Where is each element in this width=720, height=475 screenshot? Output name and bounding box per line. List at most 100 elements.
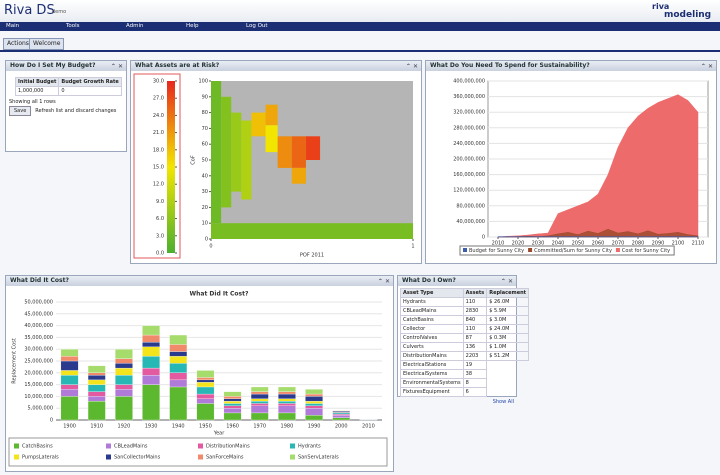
bar-segment [223, 405, 242, 409]
row: ElectricalSystems 38 [400, 369, 529, 379]
cell[interactable]: 1,000,000 [14, 86, 60, 96]
heat-cell [221, 96, 232, 208]
legend-swatch [528, 248, 533, 252]
bar-segment [60, 375, 79, 385]
bar-segment [223, 398, 242, 402]
bar-segment [250, 403, 269, 406]
bar-segment [305, 408, 323, 416]
status-text: Showing all 1 rows [9, 99, 56, 105]
row: EnvironmentalSystems 8 [400, 378, 529, 388]
bar-segment [332, 415, 351, 418]
bar-segment [223, 391, 242, 397]
x-tick-label: 2000 [335, 424, 348, 430]
bar-segment [142, 356, 160, 369]
bar-segment [278, 412, 296, 421]
bar-segment [115, 396, 133, 421]
tab[interactable]: Welcome [29, 38, 65, 50]
cell: ElectricalStations [400, 360, 464, 370]
header: Riva DS demo riva modeling [0, 0, 720, 22]
x-tick-label: 2020 [512, 241, 525, 247]
colorbar-tick-label: 15.0 [153, 165, 164, 171]
bar-segment [305, 403, 323, 406]
nav-item[interactable]: Main [6, 23, 20, 29]
y-tick-label: 40,000,000 [24, 323, 53, 329]
bar-segment [305, 415, 323, 421]
row: ControlValves 87 $ 0.3M [400, 333, 530, 343]
nav-item[interactable]: Admin [126, 23, 144, 29]
own-panel: What Do I Own? ⌃ ✕ Asset Type Assets Replac… [397, 275, 530, 405]
bar-segment [223, 396, 242, 399]
show-all-link[interactable]: Show All [492, 399, 514, 405]
cell: $ 1.0M [486, 342, 530, 352]
bar-segment [250, 398, 269, 402]
nav-item[interactable]: Help [186, 23, 199, 29]
bar-segment [87, 379, 106, 385]
bar-segment [305, 393, 323, 397]
x-tick-label: 1920 [118, 424, 131, 430]
budget-table: Initial Budget Budget Growth Rate 1,000,00… [14, 77, 122, 96]
row: CBLeadMains 2830 $ 5.9M [400, 306, 530, 316]
panel-title: What Do You Need To Spend for Sustainabi… [426, 61, 716, 71]
legend-swatch [14, 443, 19, 449]
y-tick-label: 20 [202, 205, 208, 211]
bar-segment [87, 365, 106, 373]
row: Collector 110 $ 24.0M [400, 324, 530, 334]
cell: EnvironmentalSystems [400, 378, 464, 388]
y-axis-label: CoF [191, 155, 197, 165]
refresh-link[interactable]: Refresh list and discard changes [35, 108, 117, 114]
legend-label: SanServLaterals [298, 455, 339, 461]
bar-segment [196, 379, 215, 383]
row: Culverts 136 $ 1.0M [400, 342, 530, 352]
y-tick-label: 80,000,000 [456, 203, 485, 209]
x-tick-label: 1910 [90, 424, 103, 430]
y-tick-label: 40 [202, 173, 208, 179]
cost-panel: What Did It Cost? ⌃ ✕ What Did It Cost? 0 5… [5, 275, 394, 472]
bar-segment [60, 389, 79, 397]
nav-item[interactable]: Tools [66, 23, 80, 29]
bar-segment [223, 400, 242, 404]
colorbar-tick-label: 18.0 [153, 147, 164, 153]
cell: 110 [462, 324, 488, 334]
legend-frame [459, 245, 675, 256]
bar-segment [60, 360, 79, 371]
nav-item[interactable]: Log Out [246, 23, 268, 29]
column-header: Asset Type [400, 288, 464, 298]
bar-segment [169, 372, 188, 381]
legend-swatch [198, 443, 203, 449]
heat-cell [265, 104, 278, 126]
bar-segment [196, 386, 215, 395]
bar-segment [278, 398, 296, 402]
x-tick-label: 2100 [672, 241, 685, 247]
row: ElectricalStations 19 [400, 360, 529, 370]
legend-label: SanForceMains [206, 455, 244, 461]
panel-title: What Did It Cost? ⌃ ✕ [6, 276, 393, 286]
cell: 2830 [462, 306, 488, 316]
bar-segment [169, 379, 188, 388]
cell: 2203 [462, 351, 488, 361]
colorbar [167, 81, 175, 253]
bar-segment [278, 405, 296, 414]
x-tick-label: 2040 [552, 241, 565, 247]
y-tick-label: 100 [198, 79, 208, 85]
bar-segment [142, 325, 160, 336]
cell[interactable]: 0 [58, 86, 122, 96]
save-button[interactable]: Save [9, 106, 32, 116]
column-header: Initial Budget [14, 77, 60, 87]
bar-segment [305, 389, 323, 395]
y-tick-label: 120,000,000 [453, 188, 485, 194]
y-tick-label: 10,000,000 [24, 394, 53, 400]
row: FixturesEquipment 6 [400, 387, 529, 397]
cell: 6 [462, 387, 488, 397]
app-subtitle: demo [52, 9, 67, 15]
actions: Save Refresh list and discard changes [9, 106, 123, 116]
bar-segment [60, 349, 79, 357]
bar-segment [87, 396, 106, 402]
colorbar-tick-label: 30.0 [153, 79, 164, 85]
heat-cell [231, 112, 242, 192]
bar-segment [169, 344, 188, 352]
row: Hydrants 110 $ 26.0M [400, 297, 530, 307]
legend: Budget for Sunny City Committed/Sum for S… [459, 245, 675, 256]
cell: 87 [462, 333, 488, 343]
cell: ElectricalSystems [400, 369, 464, 379]
